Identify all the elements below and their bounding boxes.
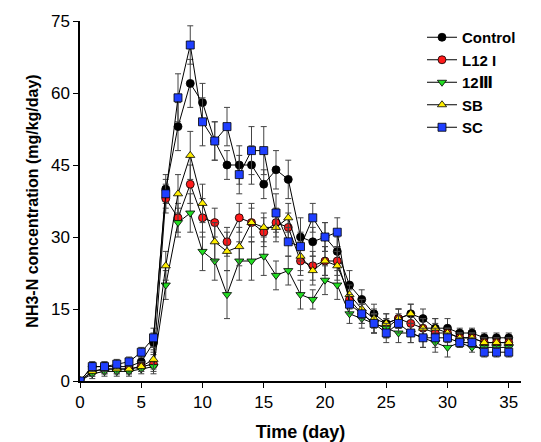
svg-text:0: 0 [75, 393, 84, 412]
svg-text:15: 15 [51, 300, 70, 319]
svg-text:60: 60 [51, 84, 70, 103]
svg-text:NH3-N concentration (mg/kg/day: NH3-N concentration (mg/kg/day) [24, 74, 41, 327]
svg-text:30: 30 [51, 228, 70, 247]
svg-text:12Ⅲ: 12Ⅲ [462, 74, 493, 91]
svg-text:35: 35 [499, 393, 518, 412]
svg-text:30: 30 [438, 393, 457, 412]
svg-text:SB: SB [462, 97, 483, 114]
svg-text:45: 45 [51, 156, 70, 175]
svg-text:15: 15 [254, 393, 273, 412]
svg-text:0: 0 [60, 372, 69, 391]
svg-text:Time (day): Time (day) [256, 422, 346, 442]
svg-text:SC: SC [462, 119, 483, 136]
svg-text:75: 75 [51, 12, 70, 31]
svg-text:25: 25 [377, 393, 396, 412]
svg-text:5: 5 [137, 393, 146, 412]
svg-text:L12 I: L12 I [462, 52, 496, 69]
svg-text:10: 10 [193, 393, 212, 412]
svg-text:20: 20 [316, 393, 335, 412]
svg-text:Control: Control [462, 29, 515, 46]
